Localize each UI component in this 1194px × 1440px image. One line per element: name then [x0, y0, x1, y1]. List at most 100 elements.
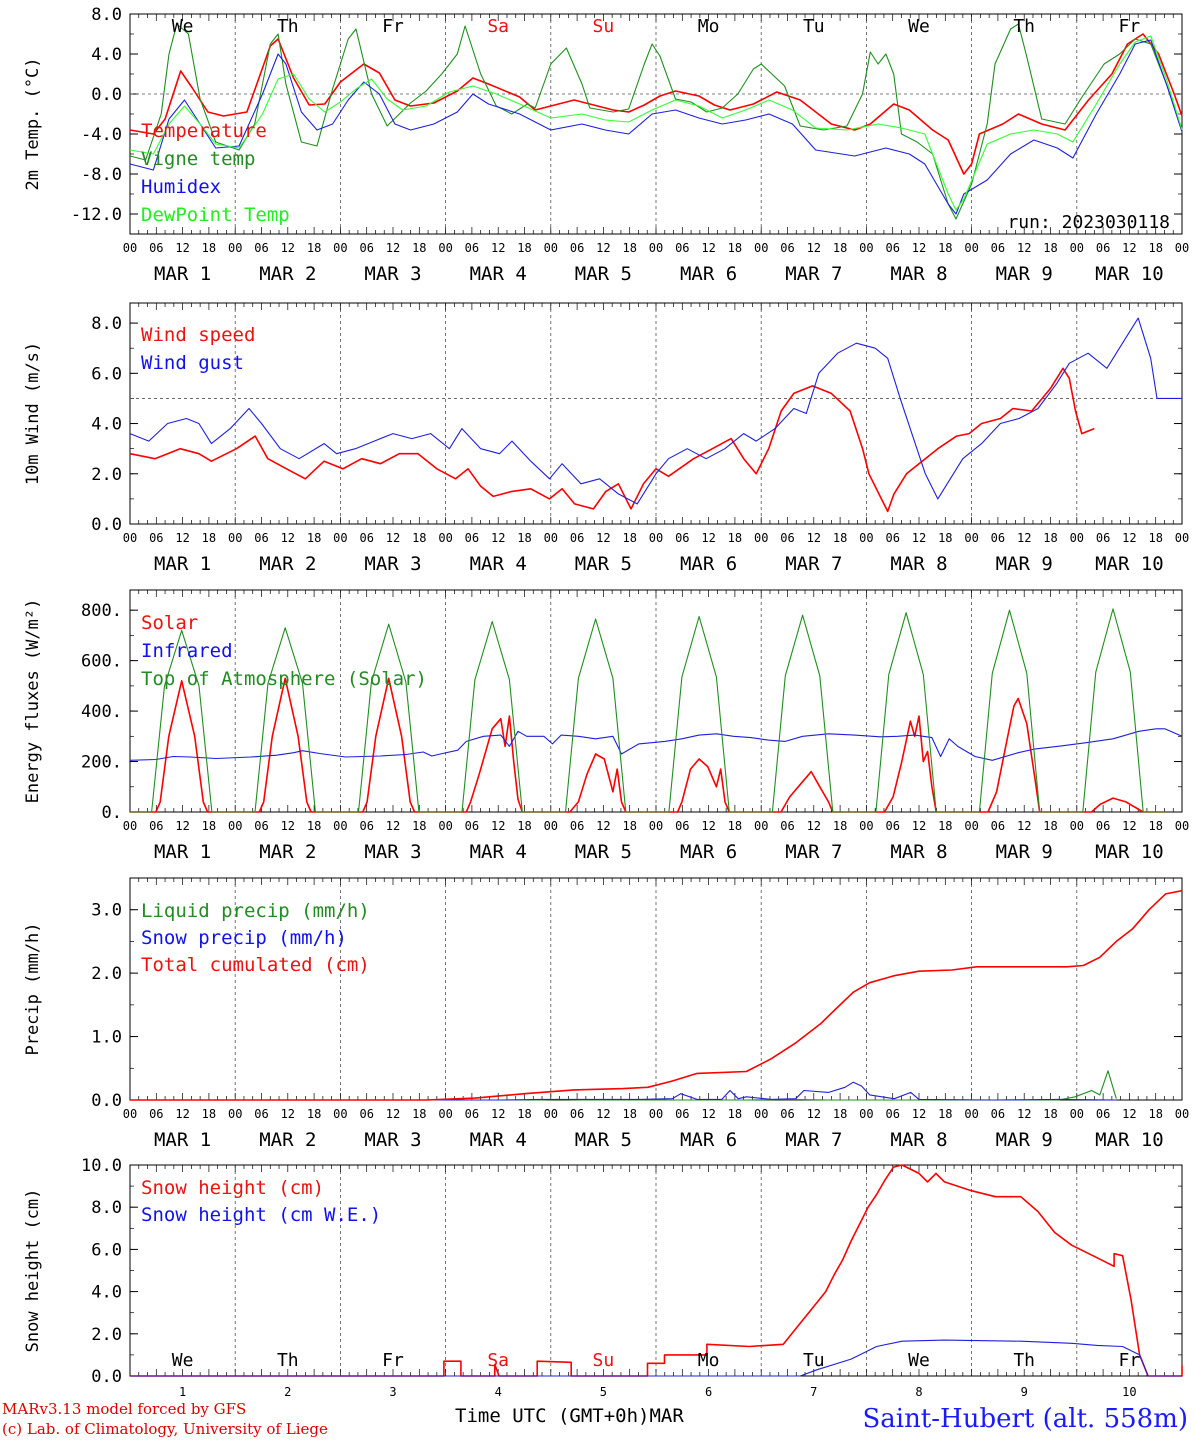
- lab-credit: (c) Lab. of Climatology, University of L…: [2, 1420, 328, 1438]
- y-tick-label: 400.: [81, 702, 122, 722]
- day-number-label: 1: [179, 1385, 186, 1399]
- hour-tick-label: 18: [412, 819, 426, 833]
- series-line-total-cumulated-cm-: [130, 889, 1183, 1101]
- y-tick-label: -12.0: [71, 205, 122, 225]
- y-tick-label: 8.0: [91, 5, 122, 25]
- hour-tick-label: 06: [1096, 1107, 1110, 1121]
- hour-tick-label: 18: [938, 531, 952, 545]
- legend-entry: Top of Atmosphere (Solar): [141, 668, 427, 690]
- weekday-label: We: [908, 16, 930, 37]
- legend-entry: Liquid precip (mm/h): [141, 900, 370, 922]
- hour-tick-label: 06: [359, 819, 373, 833]
- hour-tick-label: 18: [938, 1107, 952, 1121]
- hour-tick-label: 00: [123, 819, 137, 833]
- date-label: MAR 4: [470, 553, 527, 575]
- series-line-temperature: [129, 33, 1183, 175]
- y-tick-label: 2.0: [91, 465, 122, 485]
- hour-tick-label: 18: [938, 819, 952, 833]
- hour-tick-label: 00: [754, 1107, 768, 1121]
- hour-tick-label: 12: [807, 531, 821, 545]
- hour-tick-label: 00: [228, 819, 242, 833]
- y-tick-label: 3.0: [91, 901, 122, 921]
- weekday-label: Fr: [382, 16, 404, 37]
- legend-entry: Snow precip (mm/h): [141, 927, 347, 949]
- hour-tick-label: 12: [701, 819, 715, 833]
- legend-entry: Temperature: [141, 120, 267, 142]
- hour-tick-label: 18: [1148, 241, 1162, 255]
- weekday-label: Sa: [487, 1350, 509, 1371]
- date-label: MAR 1: [154, 1129, 211, 1151]
- hour-tick-label: 06: [254, 241, 268, 255]
- hour-tick-label: 00: [649, 531, 663, 545]
- legend-entry: Wind gust: [141, 352, 244, 374]
- hour-tick-label: 06: [1096, 819, 1110, 833]
- hour-tick-label: 12: [1122, 531, 1136, 545]
- hour-tick-label: 06: [465, 1107, 479, 1121]
- hour-tick-label: 18: [1148, 1107, 1162, 1121]
- date-label: MAR 2: [259, 263, 316, 285]
- weekday-label: We: [908, 1350, 930, 1371]
- date-label: MAR 2: [259, 841, 316, 863]
- hour-tick-label: 12: [386, 1107, 400, 1121]
- date-label: MAR 4: [470, 1129, 527, 1151]
- hour-tick-label: 00: [123, 531, 137, 545]
- date-label: MAR 2: [259, 553, 316, 575]
- hour-tick-label: 12: [596, 241, 610, 255]
- y-tick-label: 4.0: [91, 1283, 122, 1303]
- hour-tick-label: 06: [465, 241, 479, 255]
- hour-tick-label: 00: [228, 241, 242, 255]
- hour-tick-label: 06: [780, 531, 794, 545]
- weekday-label: Th: [1013, 1350, 1035, 1371]
- hour-tick-label: 18: [517, 819, 531, 833]
- hour-tick-label: 18: [622, 1107, 636, 1121]
- hour-tick-label: 18: [1148, 531, 1162, 545]
- hour-tick-label: 06: [359, 531, 373, 545]
- weekday-label: Su: [593, 1350, 615, 1371]
- hour-tick-label: 06: [991, 241, 1005, 255]
- y-tick-label: 800.: [81, 601, 122, 621]
- weekday-label: We: [172, 1350, 194, 1371]
- hour-tick-label: 18: [833, 1107, 847, 1121]
- hour-tick-label: 12: [491, 1107, 505, 1121]
- date-label: MAR 9: [996, 263, 1053, 285]
- y-tick-label: 1.0: [91, 1028, 122, 1048]
- hour-tick-label: 12: [1017, 241, 1031, 255]
- hour-tick-label: 06: [675, 819, 689, 833]
- hour-tick-label: 06: [885, 531, 899, 545]
- hour-tick-label: 00: [754, 241, 768, 255]
- hour-tick-label: 18: [517, 241, 531, 255]
- weekday-label: Fr: [1119, 16, 1141, 37]
- hour-tick-label: 18: [517, 531, 531, 545]
- series-line-top-of-atmosphere-solar-: [130, 608, 1165, 813]
- hour-tick-label: 06: [570, 241, 584, 255]
- hour-tick-label: 06: [359, 1107, 373, 1121]
- date-label: MAR 3: [364, 263, 421, 285]
- hour-tick-label: 00: [1175, 819, 1189, 833]
- day-number-label: 2: [284, 1385, 291, 1399]
- hour-tick-label: 06: [254, 819, 268, 833]
- hour-tick-label: 18: [622, 819, 636, 833]
- hour-tick-label: 12: [807, 819, 821, 833]
- hour-tick-label: 00: [438, 1107, 452, 1121]
- date-label: MAR 6: [680, 841, 737, 863]
- series-line-snow-height-cm-: [130, 1164, 1183, 1377]
- hour-tick-label: 00: [544, 241, 558, 255]
- day-number-label: 4: [495, 1385, 502, 1399]
- hour-tick-label: 00: [1070, 241, 1084, 255]
- hour-tick-label: 06: [675, 1107, 689, 1121]
- model-credit: MARv3.13 model forced by GFS: [2, 1400, 247, 1418]
- hour-tick-label: 06: [675, 531, 689, 545]
- hour-tick-label: 18: [307, 241, 321, 255]
- series-line-vigne-temp: [129, 23, 1183, 220]
- day-number-label: 3: [389, 1385, 396, 1399]
- hour-tick-label: 18: [517, 1107, 531, 1121]
- hour-tick-label: 00: [649, 819, 663, 833]
- hour-tick-label: 00: [859, 531, 873, 545]
- weekday-label: Th: [1013, 16, 1035, 37]
- y-tick-label: -8.0: [81, 165, 122, 185]
- hour-tick-label: 18: [622, 531, 636, 545]
- day-number-label: 8: [915, 1385, 922, 1399]
- legend-entry: Humidex: [141, 176, 221, 198]
- date-label: MAR 5: [575, 553, 632, 575]
- hour-tick-label: 06: [570, 531, 584, 545]
